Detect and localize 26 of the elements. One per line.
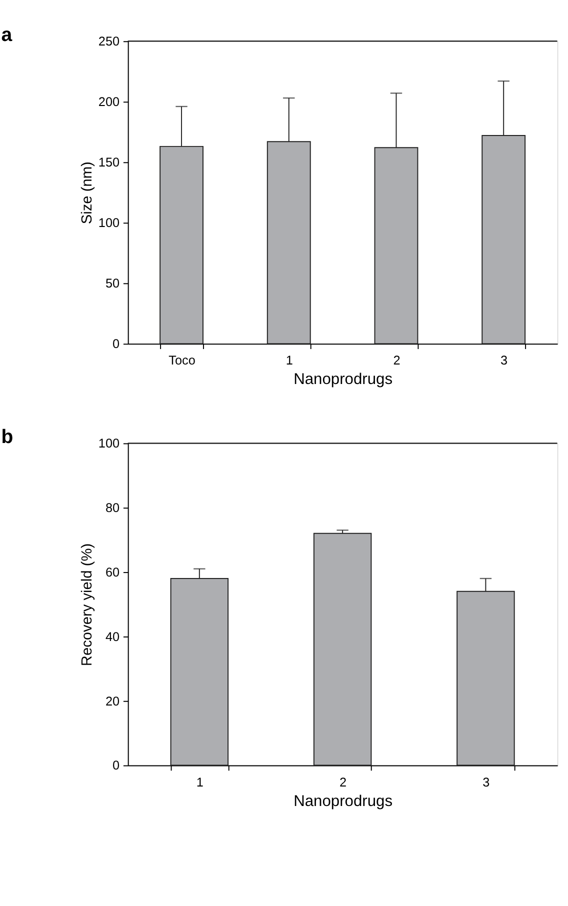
y-tick-label: 20 [105,694,120,708]
y-tick-label: 80 [105,501,120,516]
x-tick-label: Toco [168,354,196,368]
y-axis-title: Recovery yield (%) [80,543,96,666]
y-tick-label: 50 [105,276,120,291]
x-tick-label: 1 [196,775,204,790]
chart-title: b [1,426,14,448]
x-tick-label: 1 [286,354,293,368]
y-tick-label: 150 [98,156,120,170]
y-tick-label: 100 [98,216,120,230]
y-tick-label: 0 [112,337,120,352]
chart-title: a [1,24,12,46]
y-tick-label: 100 [98,436,120,451]
y-tick-label: 200 [98,95,120,110]
x-axis-title: Nanoprodrugs [294,371,393,388]
x-tick-label: 2 [393,354,400,368]
x-axis-title: Nanoprodrugs [294,792,393,810]
y-tick-label: 250 [98,34,120,49]
x-tick-label: 2 [340,775,347,790]
y-axis-title: Size (nm) [80,162,96,224]
x-tick-label: 3 [482,775,490,790]
bar [313,532,372,766]
y-tick-label: 40 [105,630,120,644]
y-tick-label: 60 [105,565,120,580]
y-tick-label: 0 [112,758,120,773]
x-tick-label: 3 [500,354,508,368]
